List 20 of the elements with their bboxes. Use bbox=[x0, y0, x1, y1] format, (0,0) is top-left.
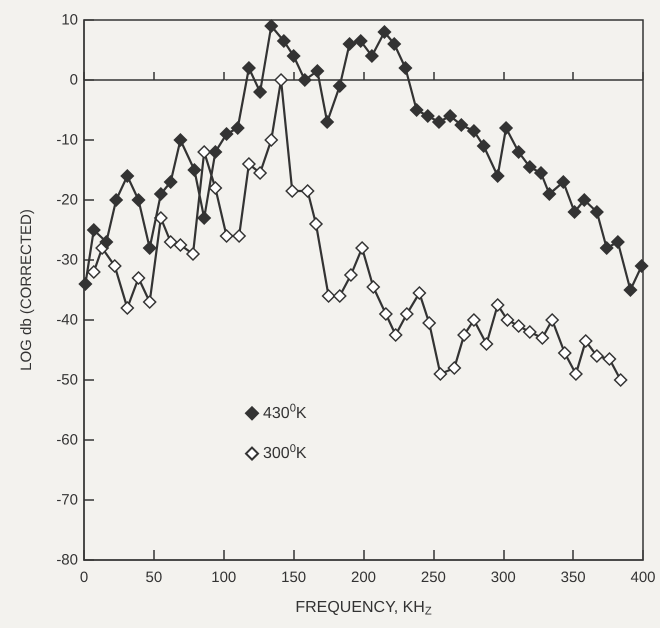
x-tick-label: 200 bbox=[350, 569, 376, 586]
x-tick-label: 100 bbox=[211, 569, 236, 586]
y-tick-label: -10 bbox=[56, 132, 78, 148]
y-axis-title: LOG db (CORRECTED) bbox=[18, 209, 35, 371]
x-tick-label: 0 bbox=[80, 569, 88, 586]
y-tick-label: -80 bbox=[56, 552, 78, 568]
y-tick-label: -40 bbox=[56, 312, 78, 328]
x-tick-label: 400 bbox=[630, 569, 656, 586]
x-tick-label: 50 bbox=[146, 569, 162, 586]
y-tick-label: 0 bbox=[70, 72, 78, 88]
y-tick-label: -20 bbox=[56, 192, 78, 208]
y-tick-label: -30 bbox=[56, 252, 78, 268]
x-tick-label: 150 bbox=[281, 569, 306, 586]
x-tick-label: 250 bbox=[420, 569, 446, 586]
y-tick-label: 10 bbox=[61, 12, 78, 28]
y-tick-label: -60 bbox=[56, 432, 78, 448]
x-tick-label: 300 bbox=[490, 569, 516, 586]
x-tick-label: 350 bbox=[560, 569, 586, 586]
y-tick-label: -70 bbox=[56, 492, 78, 508]
y-tick-label: -50 bbox=[56, 372, 78, 388]
